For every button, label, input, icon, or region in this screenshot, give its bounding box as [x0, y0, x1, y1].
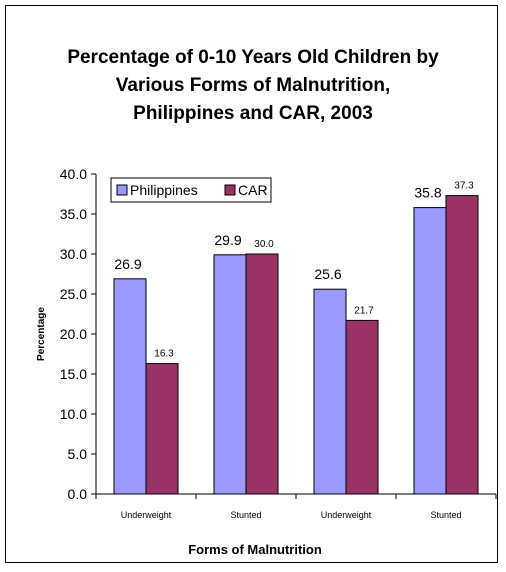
- data-label: 21.7: [354, 305, 374, 316]
- bar-philippines-3: [413, 207, 447, 495]
- x-tick-label: Stunted: [230, 510, 261, 520]
- chart-title-line-3: Philippines and CAR, 2003: [133, 103, 373, 124]
- chart-title-line-1: Percentage of 0-10 Years Old Children by: [67, 47, 439, 68]
- legend-label-car: CAR: [238, 182, 268, 198]
- bar-car-0: [145, 363, 179, 495]
- data-label: 16.3: [154, 349, 174, 360]
- y-tick-label: 35.0: [60, 206, 87, 222]
- y-tick-label: 30.0: [60, 246, 87, 262]
- chart-title: Percentage of 0-10 Years Old Children by…: [0, 44, 506, 128]
- y-tick-label: 20.0: [60, 326, 87, 342]
- x-tick-label: Underweight: [321, 510, 372, 520]
- data-label: 37.3: [454, 181, 474, 192]
- y-tick-label: 40.0: [60, 166, 87, 182]
- legend-swatch-car: [224, 184, 236, 196]
- data-label: 35.8: [414, 185, 441, 201]
- y-tick-label: 25.0: [60, 286, 87, 302]
- y-tick-label: 15.0: [60, 366, 87, 382]
- data-label: 25.6: [314, 266, 341, 282]
- bar-philippines-0: [113, 278, 147, 495]
- y-axis-title: Percentage: [36, 307, 47, 361]
- bar-car-3: [445, 195, 479, 495]
- bar-philippines-1: [213, 254, 247, 495]
- legend-label-philippines: Philippines: [130, 182, 198, 198]
- data-label: 26.9: [114, 256, 141, 272]
- chart-title-line-2: Various Forms of Malnutrition,: [115, 75, 391, 96]
- y-tick-label: 0.0: [68, 486, 88, 502]
- x-tick-label: Stunted: [430, 510, 461, 520]
- bar-philippines-2: [313, 288, 347, 495]
- bar-car-1: [245, 253, 279, 495]
- x-axis-title: Forms of Malnutrition: [188, 542, 322, 557]
- data-label: 30.0: [254, 239, 274, 250]
- y-tick-label: 10.0: [60, 406, 87, 422]
- data-label: 29.9: [214, 232, 241, 248]
- legend-swatch-philippines: [116, 184, 128, 196]
- legend-box: [110, 177, 272, 203]
- bar-car-2: [345, 319, 379, 495]
- y-tick-label: 5.0: [68, 446, 88, 462]
- x-tick-label: Underweight: [121, 510, 172, 520]
